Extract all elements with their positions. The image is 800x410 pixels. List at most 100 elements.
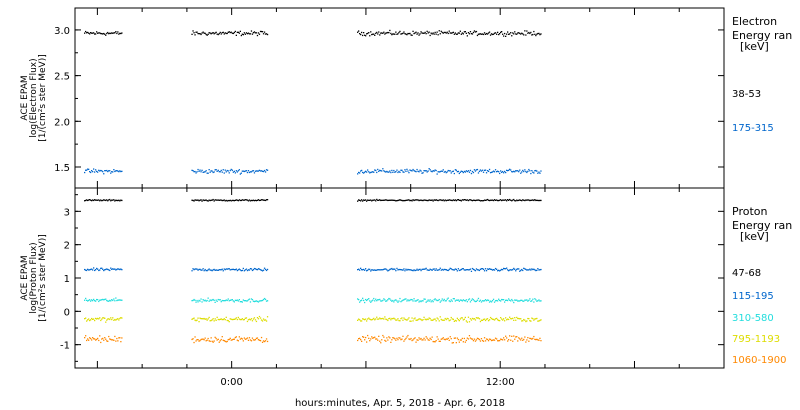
proton-point-47-68 — [526, 199, 528, 201]
proton-point-310-580 — [426, 300, 428, 302]
electron-point-175-315 — [265, 169, 268, 171]
proton-point-1060-1900 — [424, 339, 426, 341]
electron-point-38-53 — [457, 32, 459, 34]
proton-point-795-1193 — [420, 318, 422, 321]
proton-point-310-580 — [213, 299, 215, 301]
proton-point-310-580 — [207, 297, 209, 299]
proton-point-310-580 — [236, 299, 238, 301]
proton-point-1060-1900 — [224, 340, 226, 342]
proton-point-310-580 — [92, 300, 94, 302]
proton-point-795-1193 — [379, 317, 381, 319]
proton-point-795-1193 — [256, 317, 259, 319]
electron-point-175-315 — [517, 170, 519, 172]
electron-point-175-315 — [221, 171, 223, 173]
proton-point-310-580 — [419, 300, 421, 302]
proton-point-310-580 — [484, 299, 487, 301]
proton-point-795-1193 — [506, 319, 508, 321]
proton-point-47-68 — [249, 200, 252, 202]
electron-point-38-53 — [491, 33, 494, 36]
proton-point-310-580 — [521, 299, 523, 301]
proton-point-310-580 — [442, 299, 444, 302]
electron-point-175-315 — [438, 171, 440, 173]
proton-point-1060-1900 — [364, 339, 366, 341]
electron-point-38-53 — [247, 32, 250, 34]
proton-point-795-1193 — [110, 317, 112, 319]
electron-point-175-315 — [115, 170, 117, 172]
proton-point-115-195 — [433, 268, 435, 270]
electron-point-175-315 — [496, 171, 498, 173]
proton-point-795-1193 — [507, 318, 509, 320]
proton-point-115-195 — [388, 269, 390, 271]
proton-point-1060-1900 — [86, 339, 88, 342]
proton-point-310-580 — [441, 298, 443, 300]
proton-point-310-580 — [96, 298, 98, 301]
proton-point-795-1193 — [454, 319, 456, 322]
proton-point-1060-1900 — [508, 339, 510, 341]
electron-point-175-315 — [518, 171, 520, 173]
proton-point-795-1193 — [373, 317, 375, 320]
electron-point-175-315 — [229, 169, 231, 172]
proton-point-795-1193 — [387, 319, 389, 322]
proton-point-115-195 — [492, 269, 495, 271]
proton-point-310-580 — [478, 300, 481, 302]
electron-point-175-315 — [418, 171, 420, 173]
proton-point-47-68 — [493, 199, 496, 201]
proton-point-115-195 — [453, 269, 455, 271]
proton-point-310-580 — [507, 299, 509, 302]
proton-point-795-1193 — [493, 319, 496, 321]
proton-point-1060-1900 — [266, 340, 269, 343]
electron-point-175-315 — [505, 171, 507, 174]
electron-point-175-315 — [404, 169, 406, 171]
proton-point-795-1193 — [479, 320, 482, 323]
electron-point-38-53 — [376, 31, 378, 34]
proton-point-795-1193 — [198, 321, 200, 323]
electron-point-175-315 — [210, 170, 212, 172]
proton-point-1060-1900 — [206, 339, 208, 341]
proton-point-115-195 — [110, 267, 112, 269]
proton-point-795-1193 — [522, 320, 524, 322]
electron-point-175-315 — [536, 170, 538, 172]
electron-legend-title: Electron — [732, 15, 777, 28]
proton-point-1060-1900 — [532, 337, 534, 340]
electron-point-38-53 — [100, 32, 102, 35]
electron-point-38-53 — [472, 31, 475, 34]
proton-point-795-1193 — [87, 319, 89, 321]
proton-point-115-195 — [201, 269, 203, 271]
proton-point-115-195 — [475, 268, 478, 270]
proton-point-115-195 — [253, 267, 256, 270]
proton-point-1060-1900 — [205, 340, 207, 342]
proton-point-115-195 — [369, 268, 371, 271]
proton-point-795-1193 — [261, 320, 264, 322]
proton-point-115-195 — [483, 270, 486, 272]
proton-point-47-68 — [417, 199, 419, 201]
proton-point-795-1193 — [460, 317, 462, 319]
proton-point-115-195 — [112, 268, 114, 270]
proton-point-47-68 — [236, 199, 238, 201]
electron-point-175-315 — [458, 172, 460, 175]
electron-point-38-53 — [428, 31, 430, 33]
proton-point-795-1193 — [504, 320, 506, 322]
proton-point-1060-1900 — [475, 339, 478, 341]
proton-point-795-1193 — [252, 318, 255, 320]
proton-point-795-1193 — [499, 320, 501, 322]
electron-point-38-53 — [429, 34, 431, 37]
proton-point-115-195 — [96, 267, 98, 270]
proton-point-310-580 — [202, 299, 204, 301]
proton-point-795-1193 — [390, 319, 392, 321]
proton-point-795-1193 — [217, 318, 219, 321]
proton-point-795-1193 — [477, 317, 480, 319]
proton-point-795-1193 — [510, 318, 512, 320]
electron-point-175-315 — [192, 170, 194, 172]
electron-point-38-53 — [484, 33, 487, 35]
proton-point-47-68 — [105, 199, 107, 202]
proton-point-310-580 — [376, 300, 378, 302]
proton-point-310-580 — [481, 300, 484, 302]
electron-point-38-53 — [120, 32, 122, 35]
electron-point-175-315 — [379, 169, 381, 171]
proton-point-1060-1900 — [538, 339, 540, 341]
proton-point-1060-1900 — [246, 337, 249, 339]
proton-point-310-580 — [204, 299, 206, 301]
proton-point-115-195 — [532, 268, 534, 271]
proton-point-795-1193 — [243, 318, 245, 321]
electron-point-38-53 — [266, 33, 269, 36]
